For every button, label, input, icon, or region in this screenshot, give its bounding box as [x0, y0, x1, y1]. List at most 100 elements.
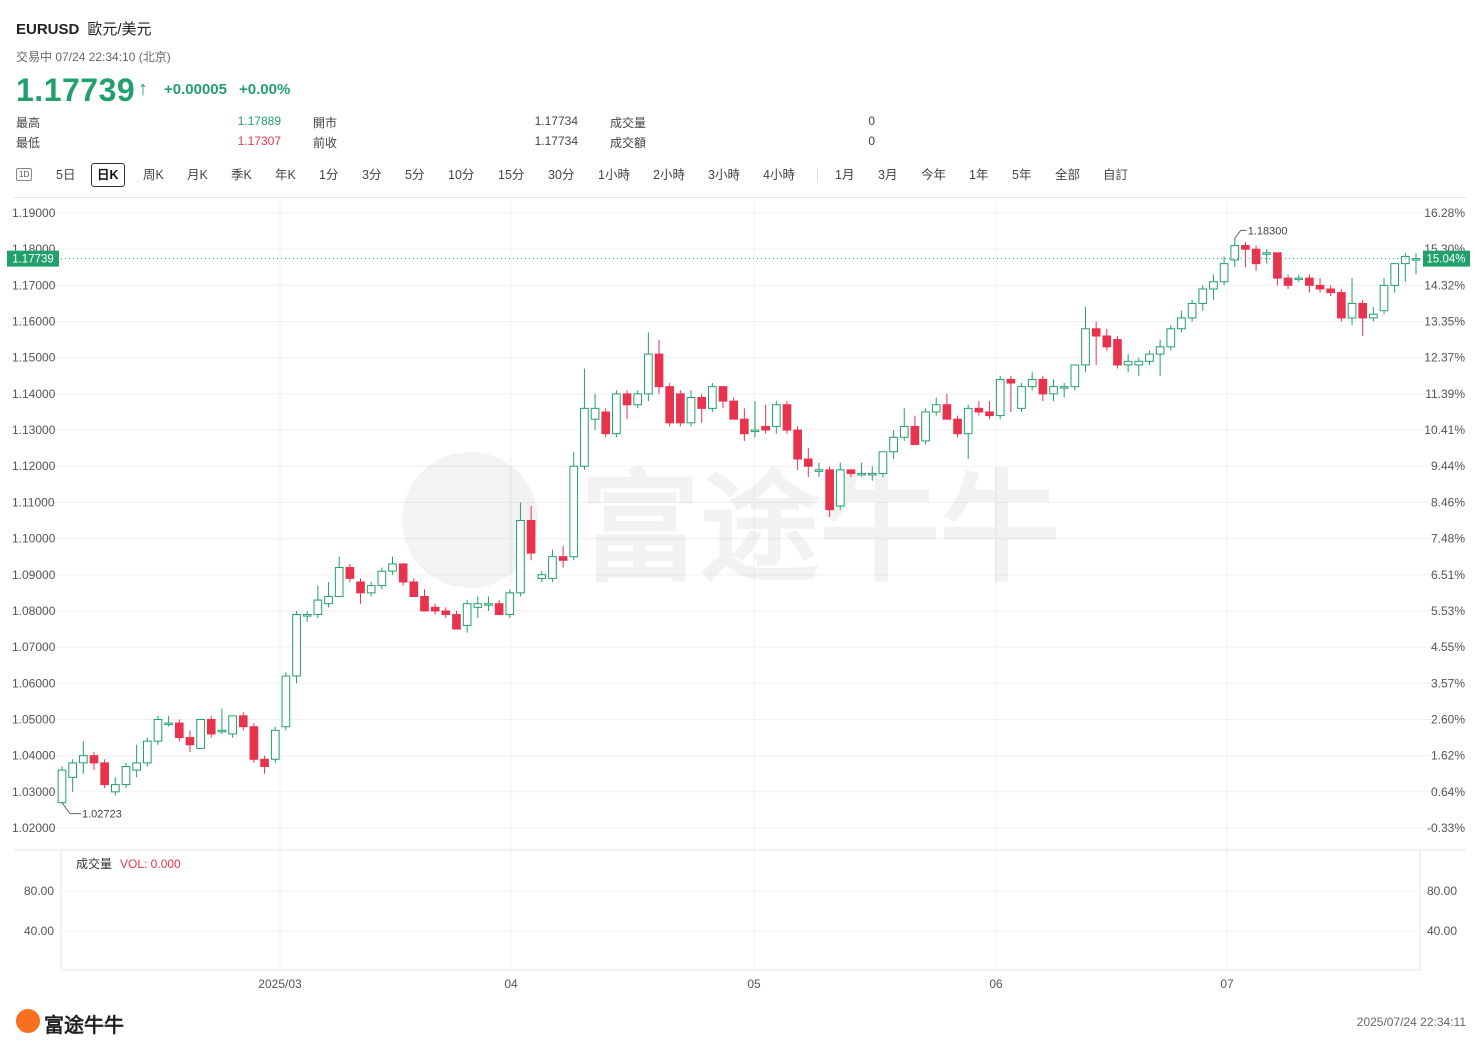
tab-1y[interactable]: 1年: [969, 168, 989, 182]
candle-up: [110, 784, 120, 793]
candle-down: [345, 567, 355, 579]
y-tick-label: 1.16000: [12, 315, 56, 329]
candle-up: [1155, 346, 1165, 355]
candle-down: [985, 411, 994, 417]
x-tick-label: 04: [504, 977, 518, 991]
turnover-label: 成交額: [610, 136, 647, 150]
candle-up: [921, 411, 930, 442]
tab-quarterly-k[interactable]: 季K: [231, 168, 252, 182]
tab-1min[interactable]: 1分: [319, 168, 339, 182]
tab-all[interactable]: 全部: [1055, 168, 1081, 182]
candle-up: [516, 520, 525, 594]
candle-up: [1049, 386, 1058, 395]
candle-up: [78, 755, 88, 764]
candle-down: [910, 425, 920, 446]
candle-up: [963, 407, 973, 435]
daily-calendar-icon[interactable]: 1D: [16, 168, 33, 181]
candle-down: [526, 520, 536, 554]
candle-up: [612, 393, 621, 435]
y-right-tick-label: 7.48%: [1431, 532, 1465, 546]
price-change-pct: +0.00%: [239, 81, 291, 98]
tab-daily-k[interactable]: 日K: [91, 163, 125, 187]
watermark: 富途牛牛: [402, 452, 1060, 596]
y-tick-label: 1.14000: [12, 387, 56, 401]
candle-up: [505, 592, 515, 616]
y-right-tick-label: 11.39%: [1425, 387, 1465, 401]
candle-down: [409, 581, 419, 597]
candle-down: [206, 718, 216, 735]
tab-4h[interactable]: 4小時: [763, 168, 795, 182]
tab-15min[interactable]: 15分: [498, 168, 525, 182]
y-right-tick-label: 12.37%: [1424, 351, 1465, 365]
x-axis: 2025/03 04 05 06 07: [258, 977, 1234, 991]
x-tick-label: 06: [989, 977, 1003, 991]
candle-down: [260, 758, 269, 768]
volume-pane: 成交量 VOL: 0.000 80.00 80.00 40.00 40.00: [24, 856, 1457, 938]
candle-up: [835, 469, 845, 507]
min-annotation-label: 1.02723: [82, 809, 122, 821]
y-tick-label: 1.08000: [12, 604, 56, 618]
tab-weekly-k[interactable]: 周K: [143, 168, 164, 182]
candle-down: [793, 429, 802, 460]
max-annotation-label: 1.18300: [1248, 225, 1288, 237]
tab-30min[interactable]: 30分: [548, 168, 575, 182]
candle-up: [548, 556, 557, 579]
max-annotation-leader: [1234, 229, 1247, 239]
candle-down: [697, 397, 707, 409]
candle-up: [1369, 313, 1378, 319]
candle-up: [270, 729, 280, 760]
candles: [57, 238, 1421, 804]
candle-up: [377, 570, 387, 587]
tab-5d[interactable]: 5日: [56, 168, 76, 182]
tab-3h[interactable]: 3小時: [708, 168, 740, 182]
tab-1h[interactable]: 1小時: [598, 168, 630, 182]
candle-down: [1283, 277, 1293, 286]
candle-down: [654, 353, 664, 388]
candle-up: [580, 407, 589, 467]
low-label: 最低: [16, 136, 41, 150]
tab-5min[interactable]: 5分: [405, 168, 425, 182]
candle-down: [174, 722, 184, 739]
candle-up: [1219, 263, 1229, 283]
candle-up: [814, 469, 824, 472]
candle-down: [1091, 328, 1101, 337]
candle-up: [313, 599, 323, 616]
y-axis-left: 1.190001.180001.170001.160001.150001.140…: [12, 206, 56, 835]
candle-up: [1145, 353, 1154, 362]
tab-10min[interactable]: 10分: [448, 168, 475, 182]
y-tick-label: 1.17000: [12, 278, 56, 292]
candle-down: [249, 726, 259, 760]
candle-up: [878, 451, 888, 474]
candle-down: [942, 404, 952, 420]
tab-ytd[interactable]: 今年: [921, 168, 947, 182]
tab-custom[interactable]: 自訂: [1103, 168, 1129, 182]
candle-up: [1411, 258, 1421, 261]
period-tabs: 1D 5日 日K 周K 月K 季K 年K 1分 3分 5分 10分 15分 30…: [14, 163, 1214, 187]
candle-down: [718, 386, 728, 402]
candle-up: [217, 729, 227, 733]
tab-5y[interactable]: 5年: [1012, 168, 1032, 182]
tab-monthly-k[interactable]: 月K: [187, 168, 208, 182]
candle-up: [995, 378, 1005, 417]
candle-up: [750, 429, 760, 433]
candle-up: [569, 465, 579, 558]
tab-yearly-k[interactable]: 年K: [275, 168, 296, 182]
symbol-name: 歐元/美元: [87, 21, 152, 38]
candle-down: [441, 610, 451, 616]
candle-down: [739, 418, 749, 435]
trading-status: 交易中 07/24 22:34:10 (北京): [16, 50, 171, 64]
candle-down: [398, 563, 408, 583]
candle-up: [334, 567, 344, 597]
volume-tick-right: 40.00: [1427, 924, 1457, 938]
candle-down: [1102, 335, 1112, 348]
low-value: 1.17307: [237, 134, 281, 148]
tab-3m[interactable]: 3月: [878, 168, 898, 182]
candle-up: [1347, 302, 1357, 319]
candlestick-chart[interactable]: 富途牛牛 1.190001.180001.170001.160001.15000…: [0, 0, 1482, 1000]
tab-3min[interactable]: 3分: [362, 168, 382, 182]
candle-up: [771, 404, 781, 427]
candle-up: [931, 404, 941, 413]
tab-2h[interactable]: 2小時: [653, 168, 685, 182]
candle-up: [889, 436, 898, 453]
tab-1m[interactable]: 1月: [835, 168, 855, 182]
